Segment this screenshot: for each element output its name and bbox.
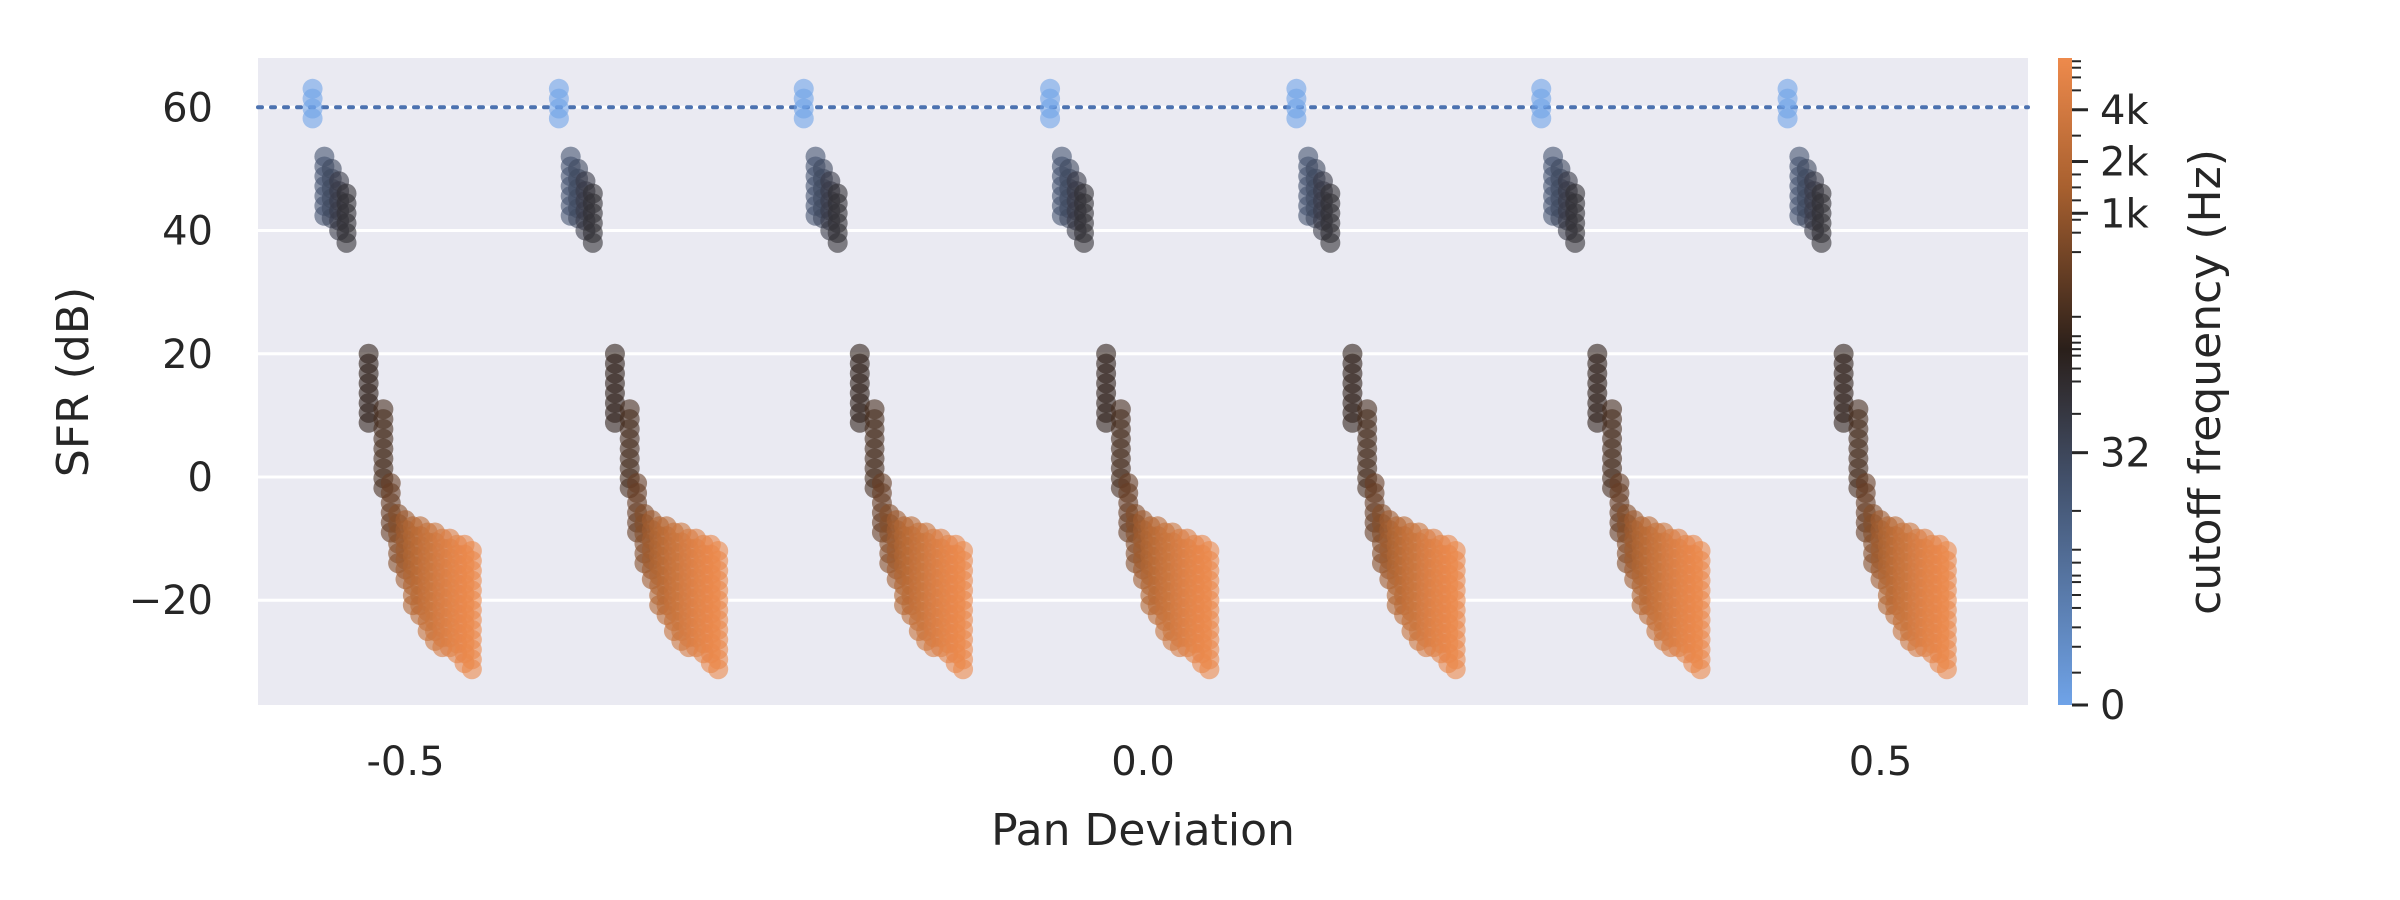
scatter-point xyxy=(708,659,729,680)
scatter-point xyxy=(1531,108,1552,129)
scatter-point xyxy=(1286,108,1307,129)
scatter-point xyxy=(1936,659,1957,680)
scatter-point xyxy=(827,232,848,253)
scatter-point xyxy=(1040,108,1061,129)
scatter-point xyxy=(1445,659,1466,680)
x-axis-title: Pan Deviation xyxy=(991,805,1295,856)
scatter-point xyxy=(1074,232,1094,253)
y-axis-ticks: 60 40 20 0 −20 xyxy=(129,85,213,624)
y-tick-label: 20 xyxy=(162,332,213,378)
x-tick-label: 0.0 xyxy=(1111,739,1175,785)
colorbar-tick-label: 32 xyxy=(2100,431,2151,477)
colorbar-tick-label: 4k xyxy=(2100,88,2149,134)
y-tick-label: 40 xyxy=(162,209,213,255)
scatter-point xyxy=(336,232,357,253)
y-tick-label: −20 xyxy=(129,578,213,624)
scatter-point xyxy=(548,108,569,129)
colorbar-minor-ticks xyxy=(2072,60,2081,674)
y-axis-title: SFR (dB) xyxy=(48,287,99,477)
scatter-point xyxy=(1777,108,1798,129)
x-tick-label: 0.5 xyxy=(1849,739,1913,785)
colorbar-tick-label: 1k xyxy=(2100,191,2149,237)
colorbar-tick-label: 2k xyxy=(2100,140,2149,186)
colorbar-tick-label: 0 xyxy=(2100,683,2125,729)
colorbar-ticks: 4k 2k 1k 32 0 xyxy=(2072,88,2151,729)
scatter-point xyxy=(461,659,482,680)
scatter-point xyxy=(953,659,974,680)
scatter-point xyxy=(1320,232,1341,253)
scatter-point xyxy=(1690,659,1711,680)
scatter-point xyxy=(582,232,603,253)
x-tick-label: -0.5 xyxy=(366,739,444,785)
x-axis-ticks: -0.5 0.0 0.5 xyxy=(366,739,1912,785)
scatter-point xyxy=(793,108,814,129)
y-tick-label: 0 xyxy=(188,455,213,501)
colorbar-label: cutoff frequency (Hz) xyxy=(2180,149,2231,615)
scatter-point xyxy=(1199,659,1220,680)
scatter-point xyxy=(1565,232,1586,253)
scatter-points xyxy=(302,78,1957,680)
y-tick-label: 60 xyxy=(162,85,213,131)
scatter-point xyxy=(1811,232,1832,253)
scatter-point xyxy=(302,108,323,129)
colorbar xyxy=(2058,58,2072,705)
